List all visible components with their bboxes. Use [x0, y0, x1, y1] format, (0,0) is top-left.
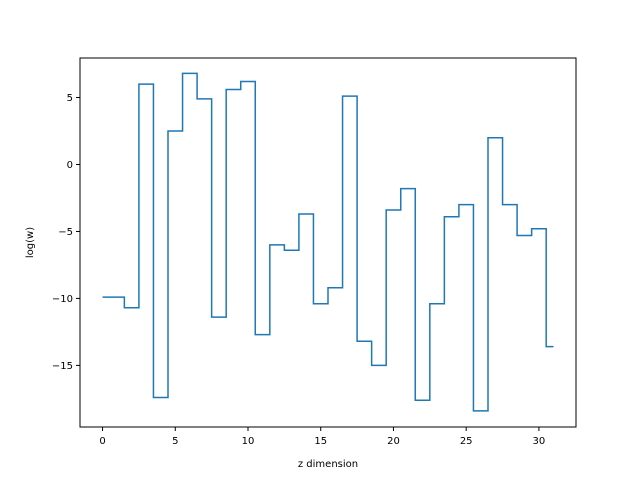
x-tick-label: 0 — [99, 436, 105, 447]
series-line — [102, 72, 554, 412]
x-tick-label: 10 — [242, 436, 255, 447]
y-tick-label: −10 — [52, 294, 73, 305]
axes-frame — [79, 57, 577, 428]
y-tick-label: −15 — [52, 361, 73, 372]
x-axis-title: z dimension — [298, 459, 358, 470]
y-tick-label: 5 — [67, 93, 73, 104]
y-axis-title: log(w) — [25, 227, 36, 258]
y-axis: −15 −10 −5 0 5 — [52, 93, 80, 372]
plot-area — [102, 72, 554, 412]
y-tick-label: −5 — [58, 227, 73, 238]
x-tick-label: 5 — [172, 436, 178, 447]
y-tick-label: 0 — [67, 160, 73, 171]
x-tick-label: 20 — [387, 436, 400, 447]
x-tick-label: 15 — [314, 436, 327, 447]
x-axis: 0 5 10 15 20 25 30 — [99, 427, 545, 447]
x-tick-label: 30 — [533, 436, 546, 447]
x-tick-label: 25 — [460, 436, 473, 447]
